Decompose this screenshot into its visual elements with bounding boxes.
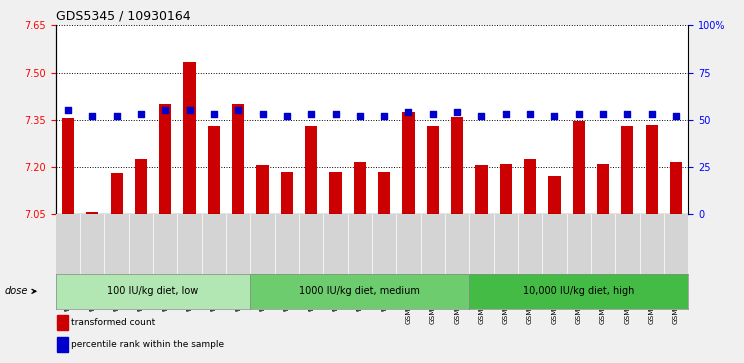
Point: [573, 111, 585, 117]
Point: [670, 113, 682, 119]
Bar: [500, 164, 512, 214]
Point: [548, 113, 560, 119]
Point: [62, 107, 74, 113]
Bar: [646, 125, 658, 214]
Point: [86, 113, 98, 119]
Point: [621, 111, 633, 117]
Bar: [548, 176, 560, 214]
Text: percentile rank within the sample: percentile rank within the sample: [71, 340, 224, 349]
Text: transformed count: transformed count: [71, 318, 155, 327]
Point: [378, 113, 390, 119]
Point: [597, 111, 609, 117]
Bar: [208, 126, 220, 214]
Point: [232, 107, 244, 113]
Point: [646, 111, 658, 117]
Bar: [135, 159, 147, 214]
Text: GDS5345 / 10930164: GDS5345 / 10930164: [56, 10, 190, 23]
Bar: [670, 162, 682, 214]
Bar: [621, 126, 633, 214]
Point: [257, 111, 269, 117]
Point: [525, 111, 536, 117]
Text: dose: dose: [4, 286, 36, 296]
Bar: [427, 126, 439, 214]
Bar: [403, 112, 414, 214]
Point: [208, 111, 220, 117]
Bar: [57, 315, 68, 330]
Bar: [86, 212, 98, 214]
Bar: [305, 126, 317, 214]
Point: [427, 111, 439, 117]
Point: [500, 111, 512, 117]
Point: [451, 109, 463, 115]
Bar: [475, 166, 487, 214]
Bar: [57, 337, 68, 352]
Point: [111, 113, 123, 119]
Bar: [111, 173, 123, 214]
Bar: [524, 159, 536, 214]
Bar: [280, 172, 293, 214]
Bar: [573, 121, 585, 214]
Point: [403, 109, 414, 115]
Point: [135, 111, 147, 117]
Bar: [451, 117, 464, 214]
Text: 1000 IU/kg diet, medium: 1000 IU/kg diet, medium: [299, 286, 420, 296]
Point: [354, 113, 366, 119]
Bar: [232, 104, 244, 214]
Point: [159, 107, 171, 113]
Bar: [159, 104, 171, 214]
Text: 10,000 IU/kg diet, high: 10,000 IU/kg diet, high: [523, 286, 635, 296]
Bar: [184, 62, 196, 214]
Bar: [330, 172, 341, 214]
Bar: [62, 118, 74, 214]
Bar: [353, 162, 366, 214]
Point: [305, 111, 317, 117]
Bar: [257, 166, 269, 214]
Point: [475, 113, 487, 119]
Bar: [378, 172, 391, 214]
Point: [281, 113, 293, 119]
Point: [330, 111, 341, 117]
Bar: [597, 164, 609, 214]
Point: [184, 107, 196, 113]
Text: 100 IU/kg diet, low: 100 IU/kg diet, low: [107, 286, 199, 296]
